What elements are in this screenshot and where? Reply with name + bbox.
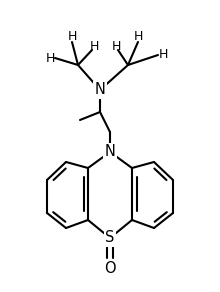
Text: H: H: [133, 30, 143, 44]
Text: S: S: [105, 230, 115, 246]
Text: H: H: [111, 39, 121, 53]
Text: H: H: [45, 51, 55, 65]
Text: H: H: [89, 39, 99, 53]
Text: H: H: [67, 30, 77, 44]
Text: N: N: [104, 145, 116, 159]
Text: H: H: [158, 48, 168, 62]
Text: N: N: [95, 83, 105, 98]
Text: O: O: [104, 261, 116, 276]
